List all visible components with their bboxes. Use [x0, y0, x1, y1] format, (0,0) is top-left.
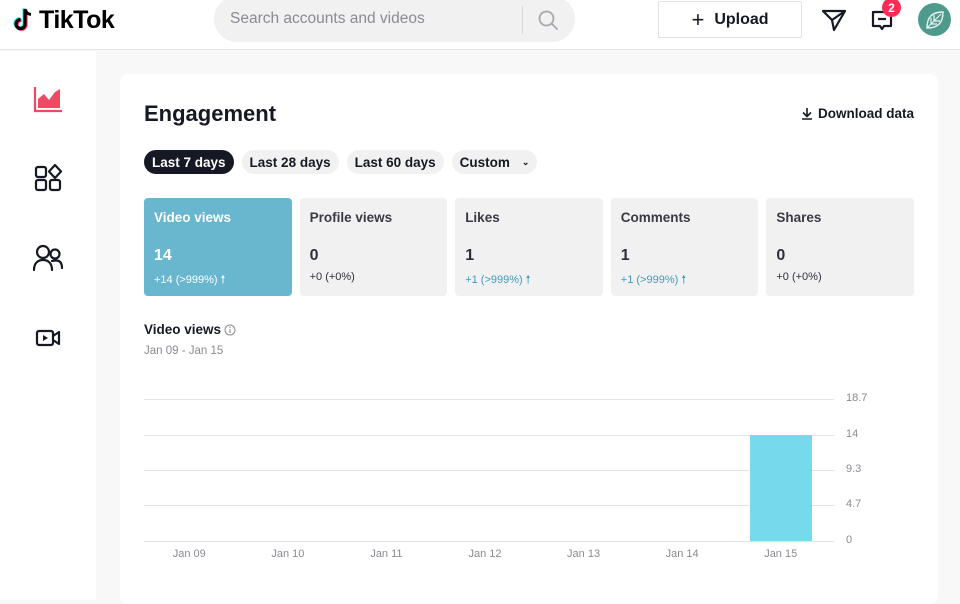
- chart-title: Video views: [144, 322, 236, 337]
- filter-last-7-days[interactable]: Last 7 days: [144, 150, 234, 174]
- upload-label: Upload: [714, 10, 769, 28]
- y-axis-tick-label: 18.7: [846, 392, 868, 404]
- upload-button[interactable]: + Upload: [658, 1, 802, 38]
- page-background: [938, 51, 960, 600]
- chart-gridline: [144, 434, 834, 436]
- metric-card-shares[interactable]: Shares 0 +0 (+0%): [766, 198, 914, 296]
- apps-grid-icon: [34, 163, 63, 192]
- y-axis-tick-label: 0: [846, 534, 853, 546]
- notification-badge: 2: [882, 0, 901, 17]
- download-data-button[interactable]: Download data: [801, 106, 914, 121]
- filter-label: Last 60 days: [354, 154, 436, 170]
- x-axis-tick-label: Jan 15: [764, 548, 798, 560]
- search-divider: [522, 6, 523, 34]
- users-icon: [32, 244, 64, 272]
- search-button[interactable]: [534, 6, 562, 34]
- metric-value: 1: [465, 247, 475, 264]
- chart-title-text: Video views: [144, 322, 222, 337]
- chart-date-range: Jan 09 - Jan 15: [144, 345, 224, 357]
- arrow-up-icon: 🠕: [220, 274, 226, 286]
- metric-delta: +14 (>999%) 🠕: [154, 271, 225, 290]
- download-data-label: Download data: [817, 106, 914, 121]
- tiktok-note-icon: [13, 8, 32, 31]
- sidebar-item-content[interactable]: [30, 160, 66, 196]
- top-navigation-bar: TikTok + Upload 2: [0, 0, 960, 50]
- sidebar: [0, 51, 96, 600]
- metric-card-comments[interactable]: Comments 1 +1 (>999%) 🠕: [610, 198, 759, 296]
- chart-bar[interactable]: [749, 434, 812, 541]
- metric-card-profile-views[interactable]: Profile views 0 +0 (+0%): [299, 198, 448, 296]
- metric-delta: +0 (+0%): [776, 271, 822, 283]
- metric-delta-text: +1 (>999%): [465, 274, 523, 286]
- page-title: Engagement: [144, 101, 277, 126]
- area-chart-icon: [33, 87, 62, 113]
- filter-last-28-days[interactable]: Last 28 days: [241, 150, 339, 174]
- paper-plane-icon: [821, 9, 847, 32]
- logo-text: TikTok: [39, 5, 115, 34]
- metric-cards: Video views 14 +14 (>999%) 🠕 Profile vie…: [144, 198, 914, 296]
- metric-label: Shares: [776, 210, 822, 225]
- filter-label: Last 7 days: [152, 154, 226, 170]
- y-axis-tick-label: 14: [846, 427, 859, 440]
- chart-gridline: [144, 399, 834, 400]
- date-filter-group: Last 7 days Last 28 days Last 60 days Cu…: [144, 150, 538, 174]
- x-axis-tick-label: Jan 14: [665, 548, 699, 560]
- filter-last-60-days[interactable]: Last 60 days: [346, 150, 444, 174]
- metric-card-video-views[interactable]: Video views 14 +14 (>999%) 🠕: [144, 198, 292, 296]
- search-icon: [538, 10, 558, 30]
- arrow-up-icon: 🠕: [681, 274, 687, 286]
- chart-gridline: [144, 541, 834, 542]
- sidebar-item-live[interactable]: [30, 320, 66, 356]
- x-axis-tick-label: Jan 09: [172, 548, 206, 560]
- arrow-up-icon: 🠕: [525, 274, 531, 286]
- metric-card-likes[interactable]: Likes 1 +1 (>999%) 🠕: [455, 198, 603, 296]
- sidebar-item-followers[interactable]: [30, 240, 66, 276]
- y-axis-tick-label: 9.3: [846, 463, 862, 476]
- metric-label: Likes: [465, 210, 500, 225]
- filter-custom-dropdown[interactable]: Custom ⌄: [451, 150, 538, 174]
- x-axis-tick-label: Jan 13: [567, 548, 601, 560]
- x-axis-tick-label: Jan 11: [370, 548, 403, 560]
- video-camera-icon: [35, 329, 61, 347]
- metric-value: 0: [309, 247, 319, 264]
- chart-gridline: [144, 505, 834, 507]
- x-axis-tick-label: Jan 10: [271, 548, 305, 560]
- search-input[interactable]: [230, 8, 510, 30]
- metric-label: Video views: [154, 210, 232, 225]
- metric-value: 0: [776, 247, 786, 264]
- info-icon[interactable]: [224, 324, 236, 336]
- plus-icon: +: [691, 6, 705, 32]
- download-icon: [801, 108, 812, 120]
- metric-delta-text: +1 (>999%): [620, 274, 679, 286]
- chart-gridline: [144, 470, 834, 472]
- x-axis-tick-label: Jan 12: [468, 548, 502, 560]
- metric-label: Profile views: [309, 210, 393, 225]
- filter-label: Last 28 days: [249, 154, 331, 170]
- chevron-down-icon: ⌄: [521, 156, 530, 167]
- avatar[interactable]: [918, 3, 951, 36]
- y-axis-tick-label: 4.7: [846, 498, 862, 511]
- metric-delta: +1 (>999%) 🠕: [465, 271, 530, 290]
- search-bar: [214, 0, 575, 42]
- engagement-card: Engagement Download data Last 7 days Las…: [120, 74, 938, 604]
- leaf-avatar-icon: [925, 10, 944, 29]
- metric-value: 1: [620, 247, 630, 264]
- metric-value: 14: [154, 247, 172, 264]
- filter-label: Custom: [459, 154, 510, 170]
- messages-button[interactable]: [821, 7, 847, 33]
- metric-delta-text: +14 (>999%): [154, 274, 218, 286]
- metric-delta: +0 (+0%): [309, 271, 355, 283]
- metric-delta: +1 (>999%) 🠕: [621, 271, 686, 290]
- metric-label: Comments: [620, 210, 691, 225]
- tiktok-logo[interactable]: TikTok: [12, 5, 115, 34]
- sidebar-item-analytics[interactable]: [30, 81, 66, 117]
